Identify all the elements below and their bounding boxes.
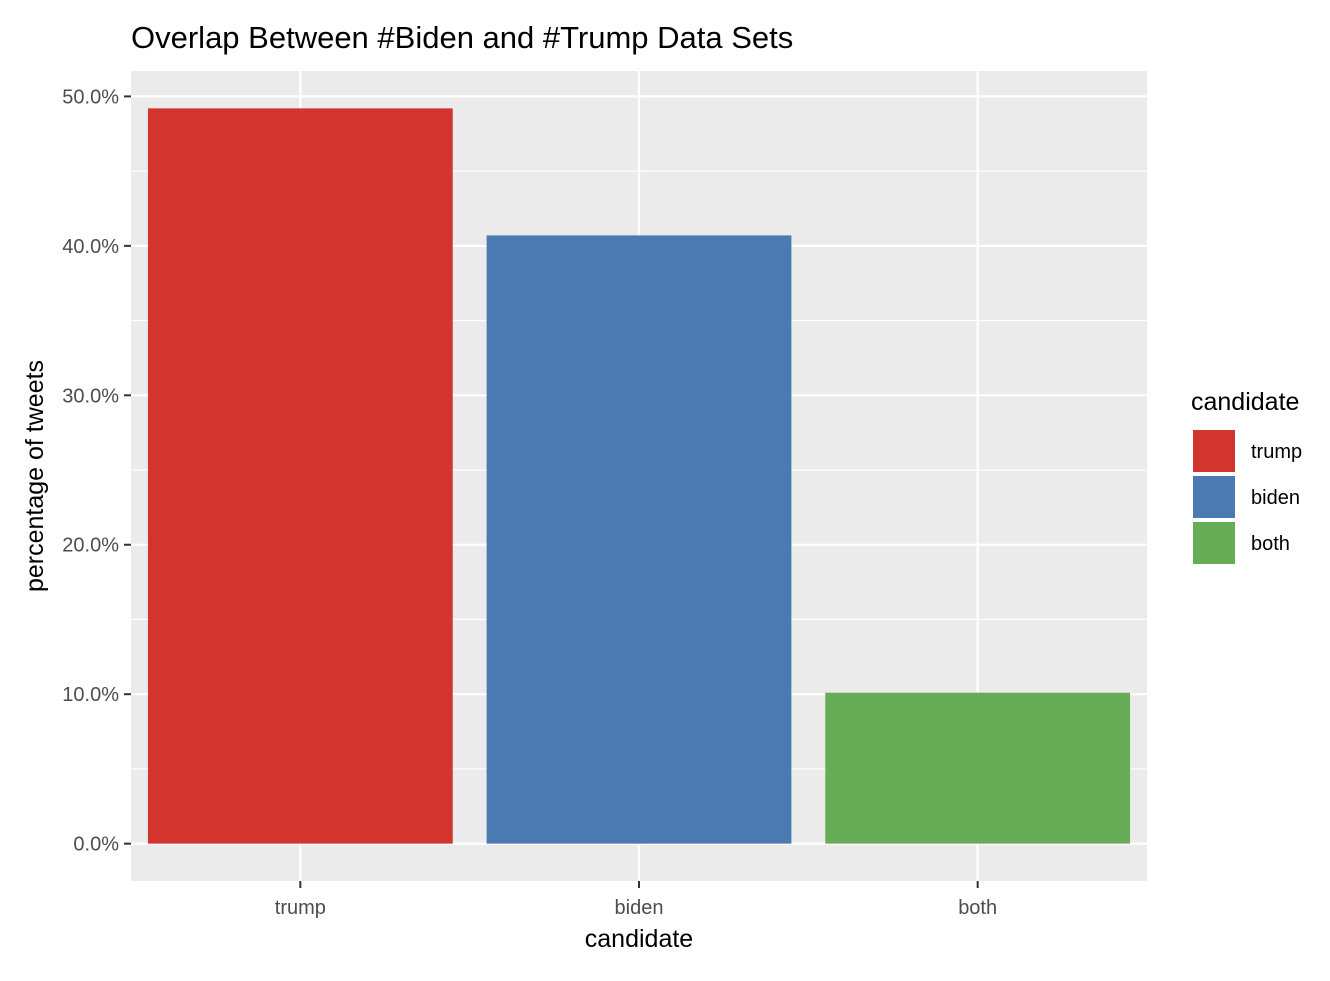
bars (147, 108, 1131, 844)
y-tick-label: 50.0% (62, 86, 119, 108)
y-tick-label: 10.0% (62, 684, 119, 706)
x-tick-label: biden (615, 897, 664, 919)
x-axis-title: candidate (585, 925, 693, 953)
x-axis: trump biden both (275, 881, 997, 919)
legend-label-biden: biden (1251, 487, 1300, 509)
y-tick-label: 20.0% (62, 535, 119, 557)
legend-key-trump (1193, 430, 1235, 472)
legend-label-trump: trump (1251, 441, 1302, 463)
x-tick-label: trump (275, 897, 326, 919)
legend-key-both (1193, 522, 1235, 564)
y-tick-label: 30.0% (62, 385, 119, 407)
bar-biden (486, 235, 792, 844)
bar-trump (147, 108, 453, 844)
legend: candidate trump biden both (1191, 388, 1302, 564)
chart-title: Overlap Between #Biden and #Trump Data S… (131, 20, 793, 55)
y-tick-label: 40.0% (62, 236, 119, 258)
legend-title: candidate (1191, 388, 1299, 416)
y-axis-title: percentage of tweets (21, 360, 49, 592)
legend-key-biden (1193, 476, 1235, 518)
y-axis: 0.0% 10.0% 20.0% 30.0% 40.0% 50.0% (62, 86, 131, 856)
legend-label-both: both (1251, 533, 1290, 555)
x-tick-label: both (958, 897, 997, 919)
bar-both (825, 692, 1131, 844)
y-tick-label: 0.0% (73, 834, 119, 856)
